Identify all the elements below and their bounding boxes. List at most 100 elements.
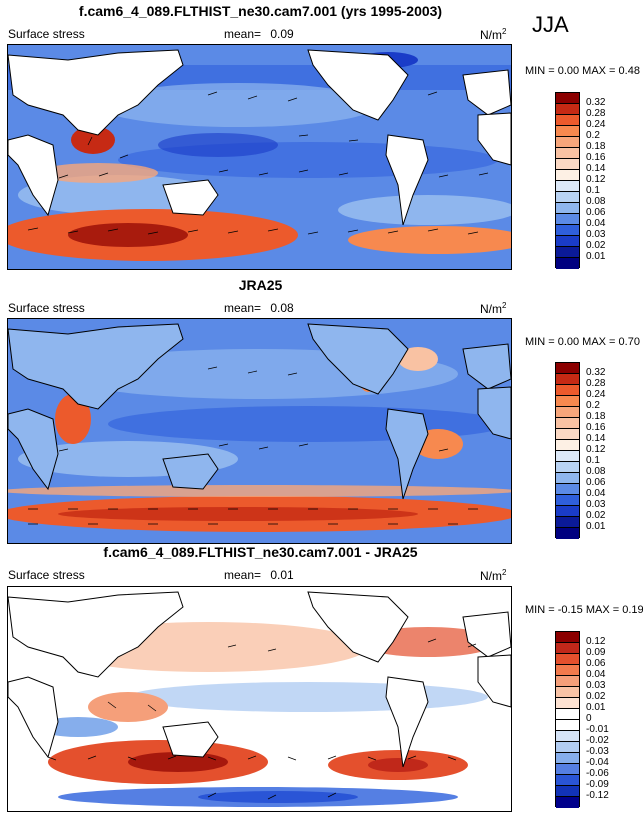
panel-1-variable: Surface stress <box>8 27 85 41</box>
panel-2-colorbar-box <box>556 517 579 528</box>
panel-3-colorbar-box <box>556 665 579 676</box>
panel-3-mean: mean= 0.01 <box>224 568 294 582</box>
panel-1-colorbar-box <box>556 247 579 258</box>
panel-2-colorbar <box>555 362 580 539</box>
panel-1-colorbar-tick: 0.04 <box>586 218 606 229</box>
panel-3-map <box>7 586 512 812</box>
panel-2-mean-label: mean= <box>224 301 262 315</box>
panel-2-colorbar-tick: 0.01 <box>586 521 606 532</box>
panel-3-colorbar-box <box>556 643 579 654</box>
panel-3-colorbar-tick: -0.06 <box>586 768 609 779</box>
panel-1-colorbar-box <box>556 236 579 247</box>
panel-3-wind-arrows <box>47 638 477 800</box>
panel-2-variable: Surface stress <box>8 301 85 315</box>
panel-2-colorbar-tick: 0.2 <box>586 400 600 411</box>
panel-3-colorbar-box <box>556 786 579 797</box>
panel-1-colorbar-box <box>556 258 579 269</box>
panel-3-map-svg <box>8 587 511 811</box>
panel-3-colorbar-box <box>556 687 579 698</box>
panel-2-colorbar-box <box>556 440 579 451</box>
panel-3-colorbar-box <box>556 731 579 742</box>
panel-1-colorbar-tick: 0.16 <box>586 152 606 163</box>
panel-1-colorbar <box>555 92 580 269</box>
panel-1-colorbar-box <box>556 137 579 148</box>
panel-1-mean-value: 0.09 <box>270 27 294 41</box>
panel-1-colorbar-tick: 0.14 <box>586 163 606 174</box>
panel-3-colorbar-labels: 0.12 0.09 0.06 0.04 0.03 0.02 0.01 0 -0.01 -0.02-… <box>586 631 626 807</box>
panel-3-colorbar-box <box>556 797 579 808</box>
panel-2-colorbar-tick: 0.14 <box>586 433 606 444</box>
panel-3-units: N/m2 <box>480 568 507 583</box>
panel-1-colorbar-box <box>556 214 579 225</box>
panel-3-colorbar-tick: 0 <box>586 713 592 724</box>
panel-3-colorbar-box <box>556 764 579 775</box>
panel-1-colorbar-box <box>556 126 579 137</box>
panel-2-colorbar-box <box>556 506 579 517</box>
panel-2-colorbar-labels: 0.32 0.28 0.24 0.2 0.18 0.16 0.14 0.12 0.1 0.08 0.… <box>586 362 626 538</box>
panel-1-colorbar-tick: 0.1 <box>586 185 600 196</box>
panel-1-colorbar-box <box>556 115 579 126</box>
panel-1-mean: mean= 0.09 <box>224 27 294 41</box>
panel-2-colorbar-tick: 0.18 <box>586 411 606 422</box>
panel-1-colorbar-tick: 0.01 <box>586 251 606 262</box>
panel-2-colorbar-tick: 0.28 <box>586 378 606 389</box>
panel-3-minmax: MIN = -0.15 MAX = 0.19 <box>525 604 643 616</box>
panel-3-colorbar-tick: 0.02 <box>586 691 606 702</box>
panel-2-colorbar-box <box>556 495 579 506</box>
panel-2-colorbar-tick: 0.02 <box>586 510 606 521</box>
panel-1-colorbar-box <box>556 181 579 192</box>
panel-2-colorbar-tick: 0.03 <box>586 499 606 510</box>
panel-2-colorbar-box <box>556 396 579 407</box>
panel-2-colorbar-box <box>556 385 579 396</box>
panel-3-colorbar-tick: -0.04 <box>586 757 609 768</box>
panel-3-colorbar-box <box>556 709 579 720</box>
panel-3-colorbar-tick: -0.12 <box>586 790 609 801</box>
panel-3-title: f.cam6_4_089.FLTHIST_ne30.cam7.001 - JRA… <box>103 544 418 560</box>
panel-1-colorbar-tick: 0.32 <box>586 97 606 108</box>
panel-3-colorbar-box <box>556 720 579 731</box>
panel-3-colorbar-tick: -0.03 <box>586 746 609 757</box>
panel-2-colorbar-box <box>556 418 579 429</box>
panel-1-colorbar-box <box>556 192 579 203</box>
panel-3-colorbar-box <box>556 632 579 643</box>
panel-3-colorbar-box <box>556 742 579 753</box>
panel-1-colorbar-box <box>556 104 579 115</box>
panel-2-colorbar-box <box>556 462 579 473</box>
panel-2-colorbar-box <box>556 484 579 495</box>
panel-3-colorbar-tick: -0.09 <box>586 779 609 790</box>
panel-1-units: N/m2 <box>480 27 507 42</box>
panel-3-colorbar-tick: -0.02 <box>586 735 609 746</box>
panel-1-colorbar-tick: 0.12 <box>586 174 606 185</box>
panel-2-title: JRA25 <box>238 277 283 293</box>
panel-2-wind-arrows <box>28 366 478 525</box>
panel-3-colorbar-tick: 0.12 <box>586 636 606 647</box>
panel-1-colorbar-tick: 0.18 <box>586 141 606 152</box>
panel-2-colorbar-box <box>556 363 579 374</box>
panel-3-variable: Surface stress <box>8 568 85 582</box>
panel-2-colorbar-tick: 0.24 <box>586 389 606 400</box>
panel-1-colorbar-tick: 0.06 <box>586 207 606 218</box>
panel-2-mean: mean= 0.08 <box>224 301 294 315</box>
panel-2-map-svg <box>8 319 511 543</box>
panel-3-colorbar-box <box>556 676 579 687</box>
panel-2-colorbar-box <box>556 429 579 440</box>
panel-1-colorbar-tick: 0.08 <box>586 196 606 207</box>
panel-3-colorbar-box <box>556 775 579 786</box>
panel-1-colorbar-box <box>556 170 579 181</box>
panel-1-colorbar-box <box>556 203 579 214</box>
panel-3-colorbar-tick: 0.04 <box>586 669 606 680</box>
panel-2-colorbar-box <box>556 374 579 385</box>
panel-2-colorbar-tick: 0.06 <box>586 477 606 488</box>
panel-1-map <box>7 44 512 270</box>
panel-3-colorbar-tick: 0.06 <box>586 658 606 669</box>
panel-2-colorbar-tick: 0.1 <box>586 455 600 466</box>
season-label: JJA <box>532 12 569 37</box>
panel-2-colorbar-tick: 0.12 <box>586 444 606 455</box>
panel-1-colorbar-tick: 0.28 <box>586 108 606 119</box>
panel-1-colorbar-labels: 0.32 0.28 0.24 0.2 0.18 0.16 0.14 0.12 0.1 0.08 0.… <box>586 92 626 268</box>
panel-2-map <box>7 318 512 544</box>
panel-1-colorbar-tick: 0.03 <box>586 229 606 240</box>
panel-2-minmax: MIN = 0.00 MAX = 0.70 <box>525 336 640 348</box>
panel-2-colorbar-tick: 0.08 <box>586 466 606 477</box>
panel-3-mean-label: mean= <box>224 568 262 582</box>
